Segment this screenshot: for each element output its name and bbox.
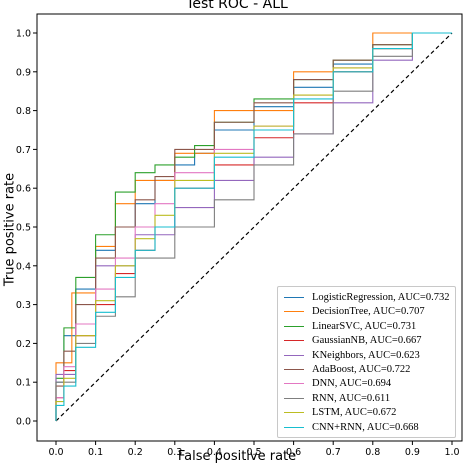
x-tick-label: 0.8 [365,447,380,458]
legend-label: RNN, AUC=0.611 [312,392,391,404]
legend-label: KNeighbors, AUC=0.623 [312,349,420,361]
legend-label: LinearSVC, AUC=0.731 [312,320,417,332]
legend-swatch [284,397,304,399]
legend-swatch [284,354,304,356]
legend-swatch [284,325,304,327]
y-tick-label: 0.2 [16,339,31,350]
roc-series-line [55,32,452,421]
y-tick-label: 0.0 [16,417,31,428]
legend-item: DNN, AUC=0.694 [284,377,391,390]
y-tick-label: 0.5 [16,223,31,234]
legend-item: CNN+RNN, AUC=0.668 [284,421,419,434]
legend-swatch [284,383,304,385]
legend-swatch [284,297,304,298]
x-axis-label: False positive rate [177,449,297,464]
x-axis-ticks: 0.0 0.1 0.2 0.3 0.4 0.5 0.6 0.7 0.8 0.9 1.0 [48,441,460,458]
legend-item: LogisticRegression, AUC=0.732 [284,291,449,304]
chance-diagonal-line [55,32,453,422]
y-tick-label: 0.3 [16,300,31,311]
legend-item: RNN, AUC=0.611 [284,392,390,405]
legend-label: LSTM, AUC=0.672 [312,407,397,419]
y-tick-label: 0.8 [16,106,31,117]
legend-swatch [284,311,304,313]
legend-label: DecisionTree, AUC=0.707 [312,306,425,318]
legend-swatch [284,369,304,370]
chart-title: Test ROC - ALL [186,0,288,12]
legend-item: DecisionTree, AUC=0.707 [284,305,425,318]
legend-swatch [284,412,304,414]
x-tick-label: 1.0 [444,447,459,458]
chart-legend: LogisticRegression, AUC=0.732 DecisionTre… [277,286,456,438]
legend-label: LogisticRegression, AUC=0.732 [312,292,450,303]
x-tick-label: 0.9 [405,447,420,458]
legend-item: GaussianNB, AUC=0.667 [284,334,421,347]
y-axis-label: True positive rate [2,172,18,287]
legend-label: DNN, AUC=0.694 [312,378,392,390]
y-axis-ticks: 0.0 0.1 0.2 0.3 0.4 0.5 0.6 0.7 0.8 0.9 1.0 [16,29,37,428]
x-tick-label: 0.1 [88,447,103,458]
x-tick-label: 0.2 [128,447,143,458]
legend-item: LSTM, AUC=0.672 [284,406,396,419]
y-tick-label: 0.1 [16,378,31,389]
legend-item: KNeighbors, AUC=0.623 [284,349,420,362]
x-tick-label: 0.0 [48,447,63,458]
y-tick-label: 0.9 [16,67,31,78]
y-tick-label: 0.4 [16,261,31,272]
legend-swatch [284,340,304,342]
legend-label: GaussianNB, AUC=0.667 [312,335,422,347]
legend-item: AdaBoost, AUC=0.722 [284,363,410,376]
x-tick-label: 0.6 [286,447,301,458]
legend-swatch [284,426,304,428]
x-tick-label: 0.7 [326,447,341,458]
legend-item: LinearSVC, AUC=0.731 [284,320,416,333]
x-tick-label: 0.5 [246,447,261,458]
legend-label: AdaBoost, AUC=0.722 [312,364,411,375]
x-tick-label: 0.3 [167,447,182,458]
y-tick-label: 1.0 [16,29,31,40]
x-tick-label: 0.4 [207,447,222,458]
series-group [55,32,452,421]
y-tick-label: 0.6 [16,184,31,195]
legend-label: CNN+RNN, AUC=0.668 [312,421,419,433]
y-tick-label: 0.7 [16,145,31,156]
